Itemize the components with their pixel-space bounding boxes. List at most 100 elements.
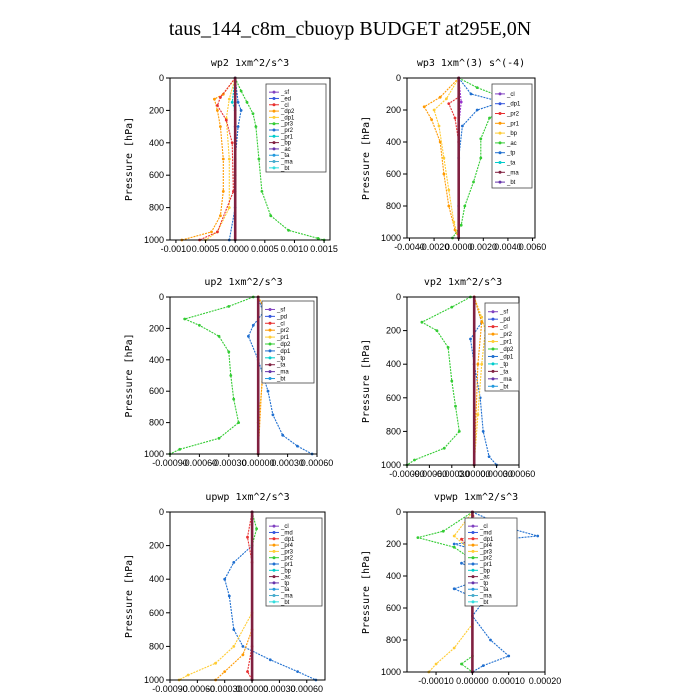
x-tick-label: 0.0005 xyxy=(251,244,279,254)
y-tick-label: 0 xyxy=(159,507,164,517)
legend-marker xyxy=(272,128,276,132)
y-axis-label: Pressure [hPa] xyxy=(124,333,135,417)
series-point xyxy=(219,96,222,99)
chart-panel-2: wp3 1xm^(3) s^(-4) Pressure [hPa] 0 200 400 6… xyxy=(361,58,546,252)
legend-label: _cl xyxy=(280,524,289,530)
legend-marker xyxy=(498,131,502,135)
series-point xyxy=(487,455,491,458)
series-point xyxy=(239,89,243,93)
legend-marker xyxy=(272,575,276,579)
legend-marker xyxy=(272,524,276,528)
legend-marker xyxy=(498,170,502,174)
series-point xyxy=(432,108,436,112)
legend-marker xyxy=(471,581,475,585)
legend-marker xyxy=(268,377,272,381)
series-point xyxy=(446,346,450,349)
x-tick-label: -0.00030 xyxy=(207,684,243,694)
legend-marker xyxy=(491,340,495,344)
y-tick-label: 800 xyxy=(386,201,401,211)
legend-marker xyxy=(272,160,276,164)
y-tick-label: 400 xyxy=(386,359,401,369)
y-tick-label: 600 xyxy=(149,608,164,618)
series-point xyxy=(236,100,240,104)
legend-label: _pr2 xyxy=(506,112,520,118)
series-point xyxy=(452,534,456,538)
legend-marker xyxy=(268,314,272,318)
x-tick-label: -0.00060 xyxy=(412,469,448,479)
y-tick-label: 200 xyxy=(149,541,164,551)
legend-box xyxy=(484,302,520,392)
series-point xyxy=(452,220,456,224)
legend-marker xyxy=(471,568,475,572)
legend-marker xyxy=(491,325,495,329)
legend-label: _pr2 xyxy=(276,328,290,334)
legend-label: _cl xyxy=(499,325,508,331)
legend-label: _dp1 xyxy=(506,102,521,108)
legend-marker xyxy=(491,369,495,373)
legend-label: _tp xyxy=(479,581,489,587)
x-tick-label: -0.0040 xyxy=(394,242,425,252)
plot-frame xyxy=(406,511,546,673)
legend-marker xyxy=(272,537,276,541)
series-point xyxy=(450,305,454,309)
legend-marker xyxy=(272,581,276,585)
series-point xyxy=(236,125,240,128)
y-tick-label: 600 xyxy=(386,393,401,403)
legend-marker xyxy=(471,556,475,560)
y-tick-label: 0 xyxy=(396,292,401,302)
y-tick-label: 200 xyxy=(149,105,164,115)
series-line xyxy=(433,77,460,239)
series-point xyxy=(229,374,233,377)
series-point xyxy=(450,379,454,383)
series-point xyxy=(214,661,218,665)
y-tick-label: 800 xyxy=(149,418,164,428)
x-tick-label: -0.00030 xyxy=(211,458,247,468)
x-tick-label: -0.00010 xyxy=(418,676,454,686)
legend-label: _bp xyxy=(479,568,491,574)
legend-label: _dp2 xyxy=(499,347,514,353)
x-tick-label: 0.00030 xyxy=(263,684,296,694)
series-point xyxy=(213,97,216,101)
legend-marker xyxy=(491,317,495,321)
legend-marker xyxy=(471,524,475,528)
x-tick-label: 0.00010 xyxy=(492,676,525,686)
legend-marker xyxy=(272,530,276,534)
legend-label: _dp1 xyxy=(479,537,494,543)
legend-label: _ma xyxy=(280,160,293,166)
series-point xyxy=(480,315,484,319)
legend-label: _tp xyxy=(280,581,290,587)
series-point xyxy=(268,658,272,662)
plot-frame xyxy=(169,296,318,455)
legend-label: _bp xyxy=(506,131,518,137)
legend-marker xyxy=(491,310,495,314)
x-tick-label: 0.00020 xyxy=(529,676,562,686)
series-line xyxy=(423,77,460,239)
legend-label: _sf xyxy=(276,307,285,313)
legend-label: _ta xyxy=(479,587,489,593)
series-point xyxy=(219,214,222,218)
legend-marker xyxy=(471,530,475,534)
legend-marker xyxy=(268,342,272,346)
panel-title: vp2 1xm^2/s^3 xyxy=(424,277,502,288)
legend-marker xyxy=(272,594,276,598)
x-tick-label: 0.00000 xyxy=(236,684,269,694)
legend-marker xyxy=(491,354,495,358)
series-point xyxy=(463,204,467,208)
series-point xyxy=(255,527,258,531)
series-point xyxy=(251,112,255,115)
legend-marker xyxy=(272,587,276,591)
y-tick-label: 800 xyxy=(149,641,164,651)
chart-panel-1: wp2 1xm^2/s^3 Pressure [hPa] 0 200 400 600 800… xyxy=(124,58,338,254)
legend-label: _bt xyxy=(276,377,286,383)
series-point xyxy=(217,436,221,440)
legend-marker xyxy=(268,307,272,311)
y-tick-label: 400 xyxy=(386,571,401,581)
y-tick-label: 400 xyxy=(386,137,401,147)
y-tick-label: 800 xyxy=(149,203,164,213)
series-point xyxy=(241,645,245,648)
legend-marker xyxy=(491,384,495,388)
legend-marker xyxy=(498,112,502,115)
y-tick-label: 0 xyxy=(396,73,401,83)
x-tick-label: 0.00000 xyxy=(242,458,275,468)
series-point xyxy=(420,320,424,324)
